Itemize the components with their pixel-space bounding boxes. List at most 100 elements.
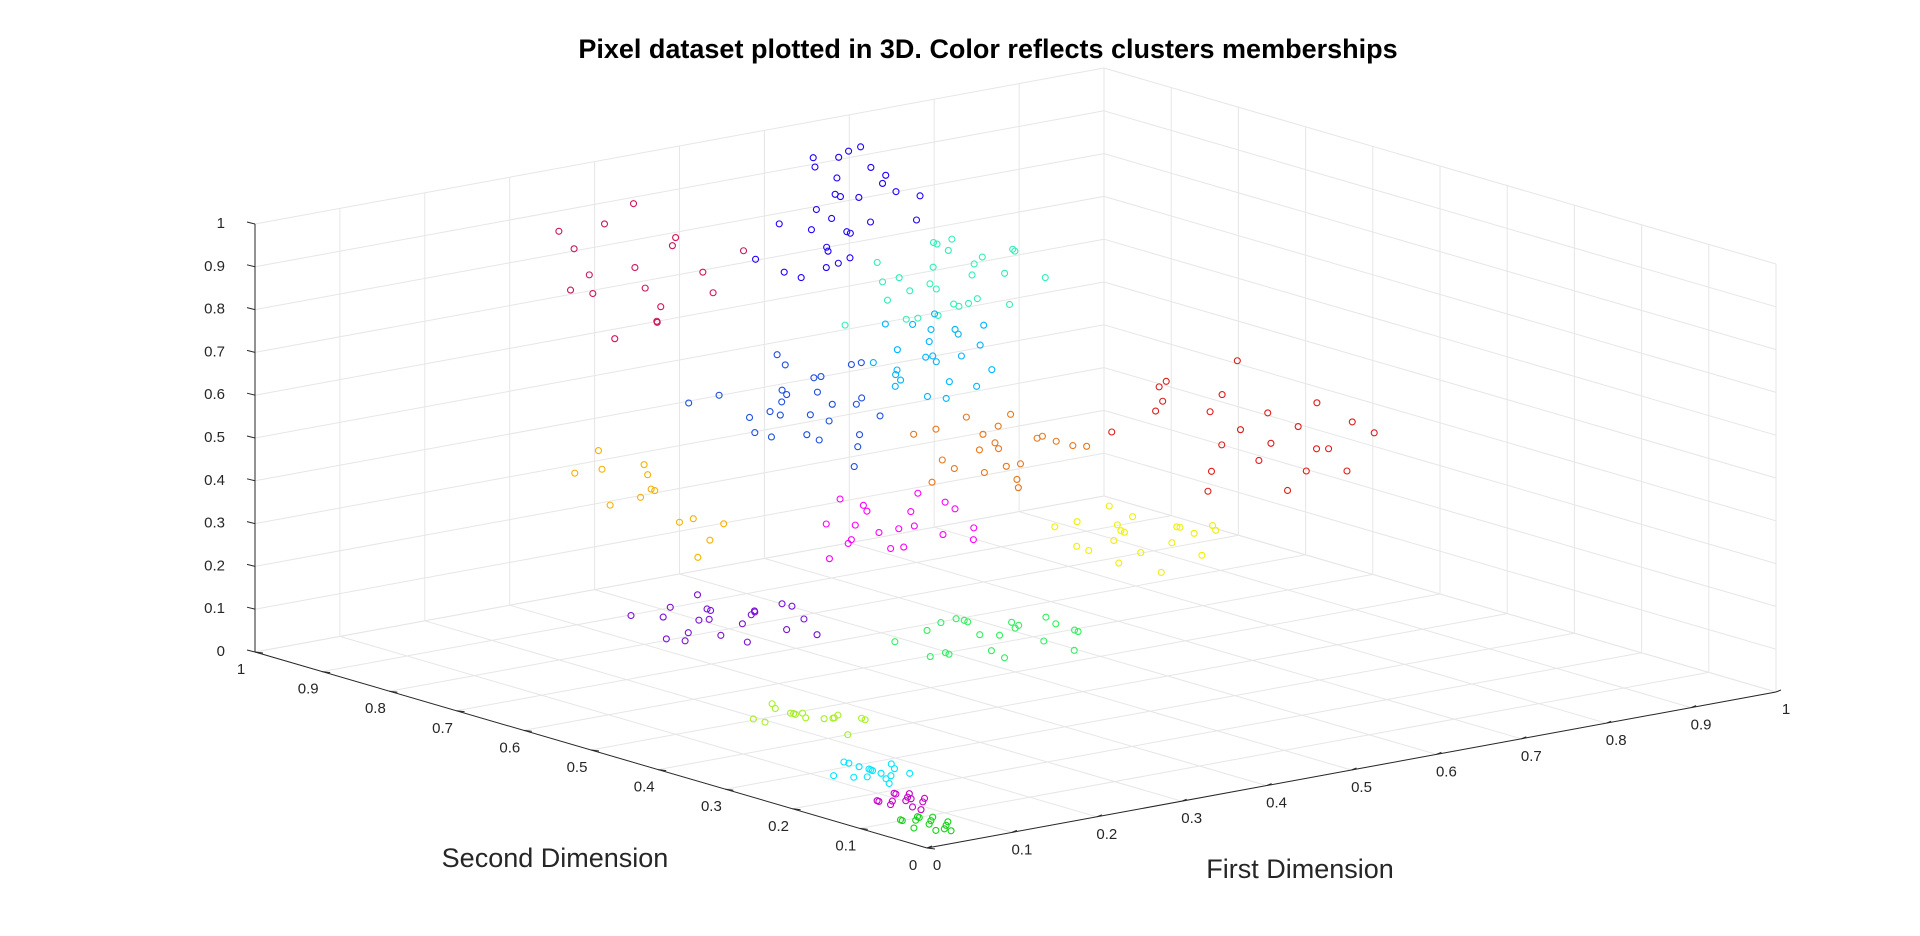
data-point-series-2 <box>980 321 988 329</box>
data-point-series-9 <box>1198 551 1206 559</box>
data-point-series-2 <box>923 392 932 401</box>
data-point-series-1 <box>932 285 940 293</box>
data-point-series-9 <box>1085 546 1093 555</box>
data-point-series-11 <box>1011 624 1019 632</box>
data-point-series-11 <box>1071 626 1079 634</box>
data-point-series-0 <box>846 254 854 262</box>
data-point-series-13 <box>855 763 863 771</box>
z-tick-label: 0.3 <box>204 515 225 532</box>
data-point-series-6 <box>653 317 661 325</box>
data-point-series-3 <box>876 412 884 420</box>
data-point-series-12 <box>768 700 776 708</box>
z-tick-label: 0.6 <box>204 386 225 403</box>
z-tick-label: 0.8 <box>204 301 225 318</box>
y-tick-mark <box>590 749 600 752</box>
data-point-series-1 <box>926 280 934 288</box>
z-tick-label: 0.9 <box>204 258 225 275</box>
floor-grid-line <box>254 495 1105 653</box>
data-point-series-3 <box>773 351 781 359</box>
data-point-series-5 <box>1294 423 1302 431</box>
data-point-series-12 <box>761 718 769 726</box>
data-point-series-13 <box>906 769 914 777</box>
data-point-series-2 <box>893 366 901 374</box>
data-point-series-9 <box>1117 527 1125 535</box>
data-point-series-15 <box>896 816 905 824</box>
y-tick-mark <box>322 671 331 674</box>
data-point-series-8 <box>717 631 725 639</box>
z-tick-label: 0.1 <box>204 600 225 617</box>
data-point-series-3 <box>854 443 862 451</box>
y-tick-label: 0.6 <box>499 739 520 756</box>
data-point-series-0 <box>834 259 842 267</box>
data-point-series-0 <box>828 214 836 223</box>
data-point-series-12 <box>749 715 757 723</box>
y-tick-mark <box>456 710 465 713</box>
data-point-series-1 <box>873 258 881 267</box>
chart-title: Pixel dataset plotted in 3D. Color refle… <box>578 34 1397 64</box>
data-point-series-0 <box>845 147 853 155</box>
data-point-series-7 <box>875 528 883 537</box>
z-tick-mark <box>246 307 256 311</box>
data-point-series-5 <box>1162 377 1170 385</box>
data-point-series-0 <box>843 228 851 236</box>
tick-labels: 0000.10.10.10.20.20.20.30.30.30.40.40.40… <box>204 215 1790 874</box>
x-tick-label: 0.4 <box>1266 795 1287 812</box>
data-point-series-3 <box>803 431 811 439</box>
data-point-series-15 <box>912 816 920 824</box>
data-point-series-9 <box>1137 549 1145 557</box>
z-tick-mark <box>246 649 256 653</box>
data-point-series-0 <box>797 274 805 282</box>
data-point-series-8 <box>695 616 703 624</box>
data-point-series-14 <box>873 797 881 805</box>
data-point-series-1 <box>878 278 887 286</box>
data-point-series-8 <box>627 611 635 620</box>
data-point-series-5 <box>1207 467 1216 475</box>
data-point-series-10 <box>675 518 684 526</box>
data-point-series-4 <box>1014 484 1022 492</box>
data-point-series-4 <box>932 425 940 433</box>
data-point-series-2 <box>897 376 905 384</box>
data-point-series-4 <box>1052 437 1060 445</box>
data-point-series-9 <box>1212 526 1220 534</box>
data-point-series-0 <box>867 163 875 171</box>
x-tick-mark <box>1181 798 1187 802</box>
data-point-series-6 <box>641 284 649 292</box>
data-point-series-2 <box>942 394 950 402</box>
data-point-series-12 <box>861 716 869 724</box>
data-point-series-15 <box>913 813 922 821</box>
back-wall-grid-line <box>254 67 1105 225</box>
data-point-series-9 <box>1073 542 1081 550</box>
y-tick-label: 0.7 <box>432 720 453 737</box>
data-point-series-2 <box>976 341 984 349</box>
data-point-series-5 <box>1255 456 1263 465</box>
data-point-series-13 <box>890 765 899 773</box>
y-tick-label: 0.2 <box>768 818 789 835</box>
data-point-series-14 <box>917 806 925 814</box>
data-point-series-15 <box>940 825 948 833</box>
data-point-series-11 <box>987 647 995 655</box>
data-point-series-9 <box>1051 523 1059 531</box>
data-point-series-3 <box>858 394 866 402</box>
data-point-series-8 <box>662 635 670 643</box>
data-point-series-5 <box>1325 445 1333 453</box>
x-tick-mark <box>1266 783 1272 787</box>
data-point-series-2 <box>973 382 981 390</box>
data-point-series-3 <box>825 417 833 425</box>
floor-grid-line <box>456 554 1306 712</box>
data-point-series-9 <box>1113 521 1121 529</box>
data-point-series-7 <box>907 508 915 516</box>
data-point-series-13 <box>882 775 890 783</box>
data-point-series-10 <box>594 447 603 455</box>
data-point-series-7 <box>887 544 895 553</box>
data-point-series-11 <box>1040 637 1048 645</box>
y-tick-mark <box>792 808 801 811</box>
y-tick-mark <box>523 729 532 732</box>
data-point-series-14 <box>920 794 929 802</box>
data-point-series-10 <box>720 520 728 528</box>
data-point-series-0 <box>809 154 817 162</box>
data-point-series-0 <box>824 247 832 255</box>
data-point-series-8 <box>681 637 689 645</box>
data-point-series-0 <box>807 226 815 234</box>
data-point-series-5 <box>1370 429 1378 437</box>
data-point-series-8 <box>783 626 791 634</box>
